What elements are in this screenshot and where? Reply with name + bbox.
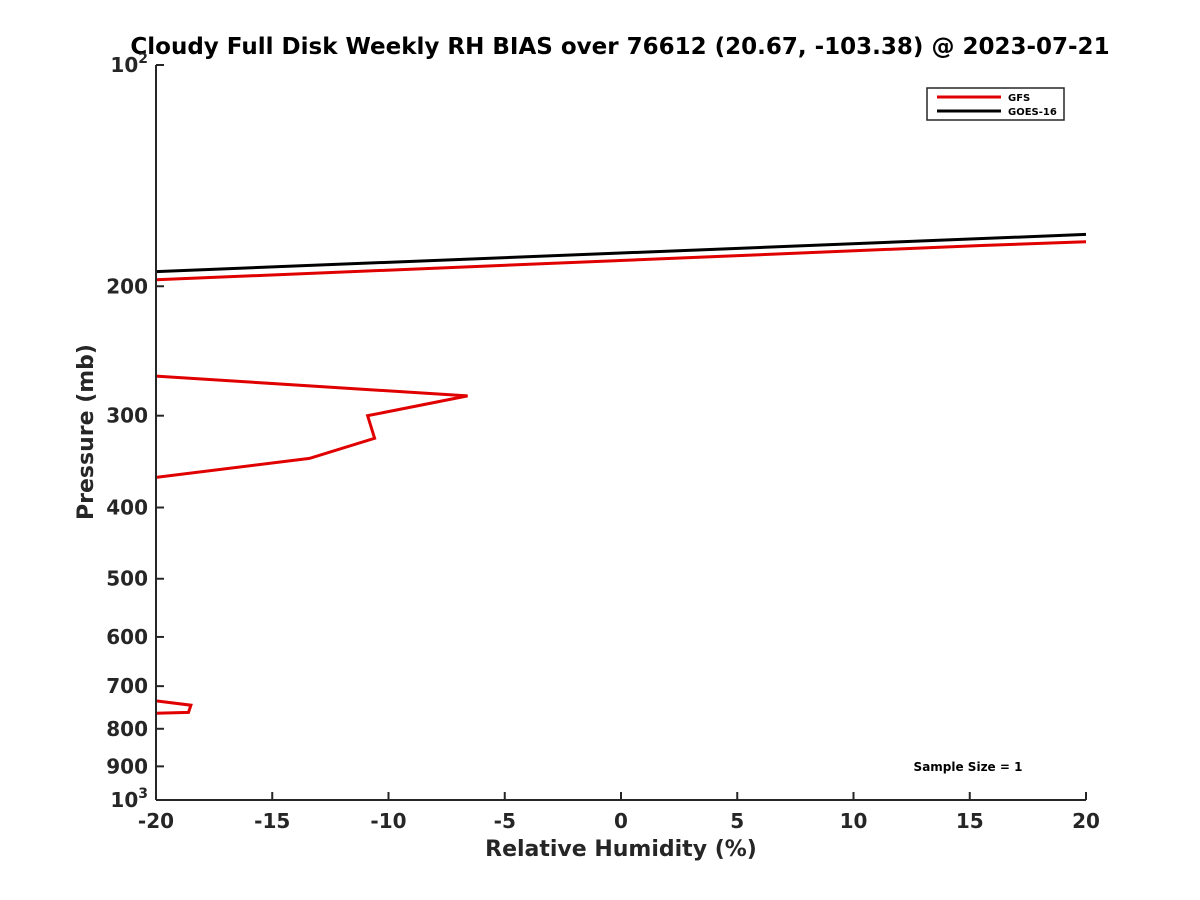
x-tick-label: 5 <box>730 809 744 833</box>
y-tick-label: 600 <box>106 625 148 649</box>
x-tick-label: 15 <box>956 809 984 833</box>
x-tick-label: -10 <box>370 809 406 833</box>
x-tick-label: -15 <box>254 809 290 833</box>
y-tick-label: 103 <box>110 786 148 812</box>
series-line-gfs <box>156 699 193 715</box>
series-line-goes-16 <box>156 232 1086 274</box>
x-axis-label: Relative Humidity (%) <box>485 837 757 862</box>
x-tick-label: -20 <box>138 809 174 833</box>
y-tick-label: 700 <box>106 674 148 698</box>
y-tick-label: 400 <box>106 496 148 520</box>
x-tick-label: 0 <box>614 809 628 833</box>
sample-size-annotation: Sample Size = 1 <box>914 760 1023 774</box>
x-tick-label: -5 <box>494 809 516 833</box>
y-tick-label: 900 <box>106 754 148 778</box>
y-axis-label: Pressure (mb) <box>74 344 99 520</box>
legend-label-gfs: GFS <box>1008 93 1030 104</box>
series-layer <box>156 232 1086 715</box>
y-tick-label: 800 <box>106 717 148 741</box>
legend-label-goes-16: GOES-16 <box>1008 107 1057 118</box>
y-tick-label: 300 <box>106 404 148 428</box>
y-tick-label: 200 <box>106 274 148 298</box>
y-tick-label: 102 <box>110 51 148 77</box>
y-tick-label: 500 <box>106 567 148 591</box>
axes <box>155 65 1086 801</box>
chart-title: Cloudy Full Disk Weekly RH BIAS over 766… <box>130 34 1109 60</box>
legend-box <box>926 87 1065 121</box>
x-ticks: -20 -15 -10 -5 0 5 10 15 20 <box>138 792 1100 833</box>
x-tick-label: 10 <box>840 809 868 833</box>
y-ticks: 102 200 300 400 500 600 700 800 900 103 <box>106 51 164 812</box>
legend: GFS GOES-16 <box>926 87 1065 121</box>
series-line-gfs <box>156 374 468 479</box>
x-tick-label: 20 <box>1072 809 1100 833</box>
series-line-gfs <box>156 240 1086 282</box>
